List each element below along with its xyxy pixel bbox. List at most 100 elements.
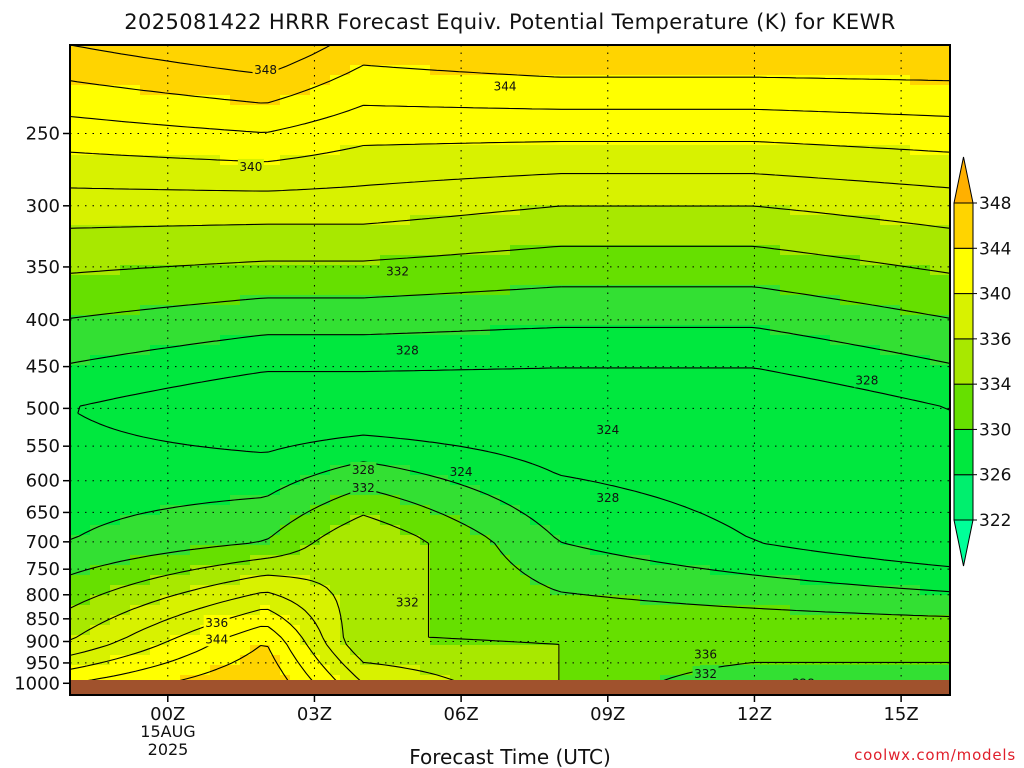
theta-e-cell bbox=[420, 65, 431, 76]
theta-e-cell bbox=[510, 435, 521, 446]
theta-e-cell bbox=[820, 635, 831, 646]
theta-e-cell bbox=[470, 85, 481, 96]
theta-e-cell bbox=[320, 585, 331, 596]
theta-e-cell bbox=[570, 565, 581, 576]
theta-e-cell bbox=[770, 355, 781, 366]
theta-e-cell bbox=[700, 225, 711, 236]
theta-e-cell bbox=[810, 385, 821, 396]
theta-e-cell bbox=[340, 285, 351, 296]
theta-e-cell bbox=[750, 555, 761, 566]
theta-e-cell bbox=[640, 305, 651, 316]
theta-e-cell bbox=[670, 485, 681, 496]
theta-e-cell bbox=[670, 75, 681, 86]
theta-e-cell bbox=[630, 285, 641, 296]
theta-e-cell bbox=[420, 175, 431, 186]
theta-e-cell bbox=[380, 445, 391, 456]
theta-e-cell bbox=[420, 435, 431, 446]
theta-e-cell bbox=[650, 285, 661, 296]
theta-e-cell bbox=[220, 375, 231, 386]
theta-e-cell bbox=[830, 445, 841, 456]
theta-e-cell bbox=[800, 645, 811, 656]
theta-e-cell bbox=[730, 325, 741, 336]
theta-e-cell bbox=[470, 215, 481, 226]
theta-e-cell bbox=[660, 55, 671, 66]
theta-e-cell bbox=[540, 275, 551, 286]
theta-e-cell bbox=[130, 465, 141, 476]
theta-e-cell bbox=[370, 385, 381, 396]
theta-e-cell bbox=[800, 535, 811, 546]
theta-e-cell bbox=[470, 225, 481, 236]
theta-e-cell bbox=[360, 355, 371, 366]
theta-e-cell bbox=[640, 475, 651, 486]
theta-e-cell bbox=[530, 545, 541, 556]
theta-e-cell bbox=[260, 205, 271, 216]
theta-e-cell bbox=[540, 585, 551, 596]
theta-e-cell bbox=[250, 275, 261, 286]
theta-e-cell bbox=[520, 515, 531, 526]
theta-e-cell bbox=[390, 365, 401, 376]
theta-e-cell bbox=[670, 595, 681, 606]
theta-e-cell bbox=[110, 325, 121, 336]
theta-e-cell bbox=[650, 505, 661, 516]
theta-e-cell bbox=[640, 145, 651, 156]
theta-e-cell bbox=[720, 625, 731, 636]
theta-e-cell bbox=[310, 75, 321, 86]
theta-e-cell bbox=[320, 225, 331, 236]
theta-e-cell bbox=[800, 555, 811, 566]
theta-e-cell bbox=[740, 225, 751, 236]
theta-e-cell bbox=[570, 605, 581, 616]
theta-e-cell bbox=[450, 155, 461, 166]
theta-e-cell bbox=[480, 445, 491, 456]
theta-e-cell bbox=[140, 165, 151, 176]
theta-e-cell bbox=[820, 475, 831, 486]
theta-e-cell bbox=[330, 295, 341, 306]
theta-e-cell bbox=[500, 615, 511, 626]
theta-e-cell bbox=[300, 665, 311, 676]
theta-e-cell bbox=[510, 405, 521, 416]
theta-e-cell bbox=[400, 85, 411, 96]
theta-e-cell bbox=[380, 295, 391, 306]
theta-e-cell bbox=[470, 605, 481, 616]
theta-e-cell bbox=[110, 535, 121, 546]
theta-e-cell bbox=[730, 585, 741, 596]
theta-e-cell bbox=[690, 595, 701, 606]
theta-e-cell bbox=[790, 165, 801, 176]
theta-e-cell bbox=[620, 115, 631, 126]
theta-e-cell bbox=[410, 645, 421, 656]
theta-e-cell bbox=[510, 655, 521, 666]
theta-e-cell bbox=[540, 625, 551, 636]
theta-e-cell bbox=[390, 285, 401, 296]
theta-e-cell bbox=[600, 465, 611, 476]
theta-e-cell bbox=[130, 635, 141, 646]
theta-e-cell bbox=[560, 305, 571, 316]
theta-e-cell bbox=[310, 555, 321, 566]
theta-e-cell bbox=[790, 275, 801, 286]
theta-e-cell bbox=[630, 325, 641, 336]
theta-e-cell bbox=[370, 355, 381, 366]
theta-e-cell bbox=[340, 555, 351, 566]
theta-e-cell bbox=[340, 565, 351, 576]
theta-e-cell bbox=[110, 415, 121, 426]
theta-e-cell bbox=[270, 295, 281, 306]
theta-e-cell bbox=[380, 245, 391, 256]
theta-e-cell bbox=[90, 345, 101, 356]
theta-e-cell bbox=[570, 245, 581, 256]
theta-e-cell bbox=[180, 555, 191, 566]
theta-e-cell bbox=[160, 475, 171, 486]
theta-e-cell bbox=[240, 615, 251, 626]
theta-e-cell bbox=[230, 605, 241, 616]
theta-e-cell bbox=[620, 65, 631, 76]
theta-e-cell bbox=[730, 665, 741, 676]
theta-e-cell bbox=[700, 165, 711, 176]
theta-e-cell bbox=[740, 265, 751, 276]
theta-e-cell bbox=[90, 595, 101, 606]
theta-e-cell bbox=[740, 105, 751, 116]
theta-e-cell bbox=[560, 545, 571, 556]
theta-e-cell bbox=[140, 635, 151, 646]
theta-e-cell bbox=[620, 75, 631, 86]
theta-e-cell bbox=[460, 285, 471, 296]
theta-e-cell bbox=[180, 655, 191, 666]
theta-e-cell bbox=[610, 635, 621, 646]
theta-e-cell bbox=[750, 315, 761, 326]
theta-e-cell bbox=[320, 165, 331, 176]
